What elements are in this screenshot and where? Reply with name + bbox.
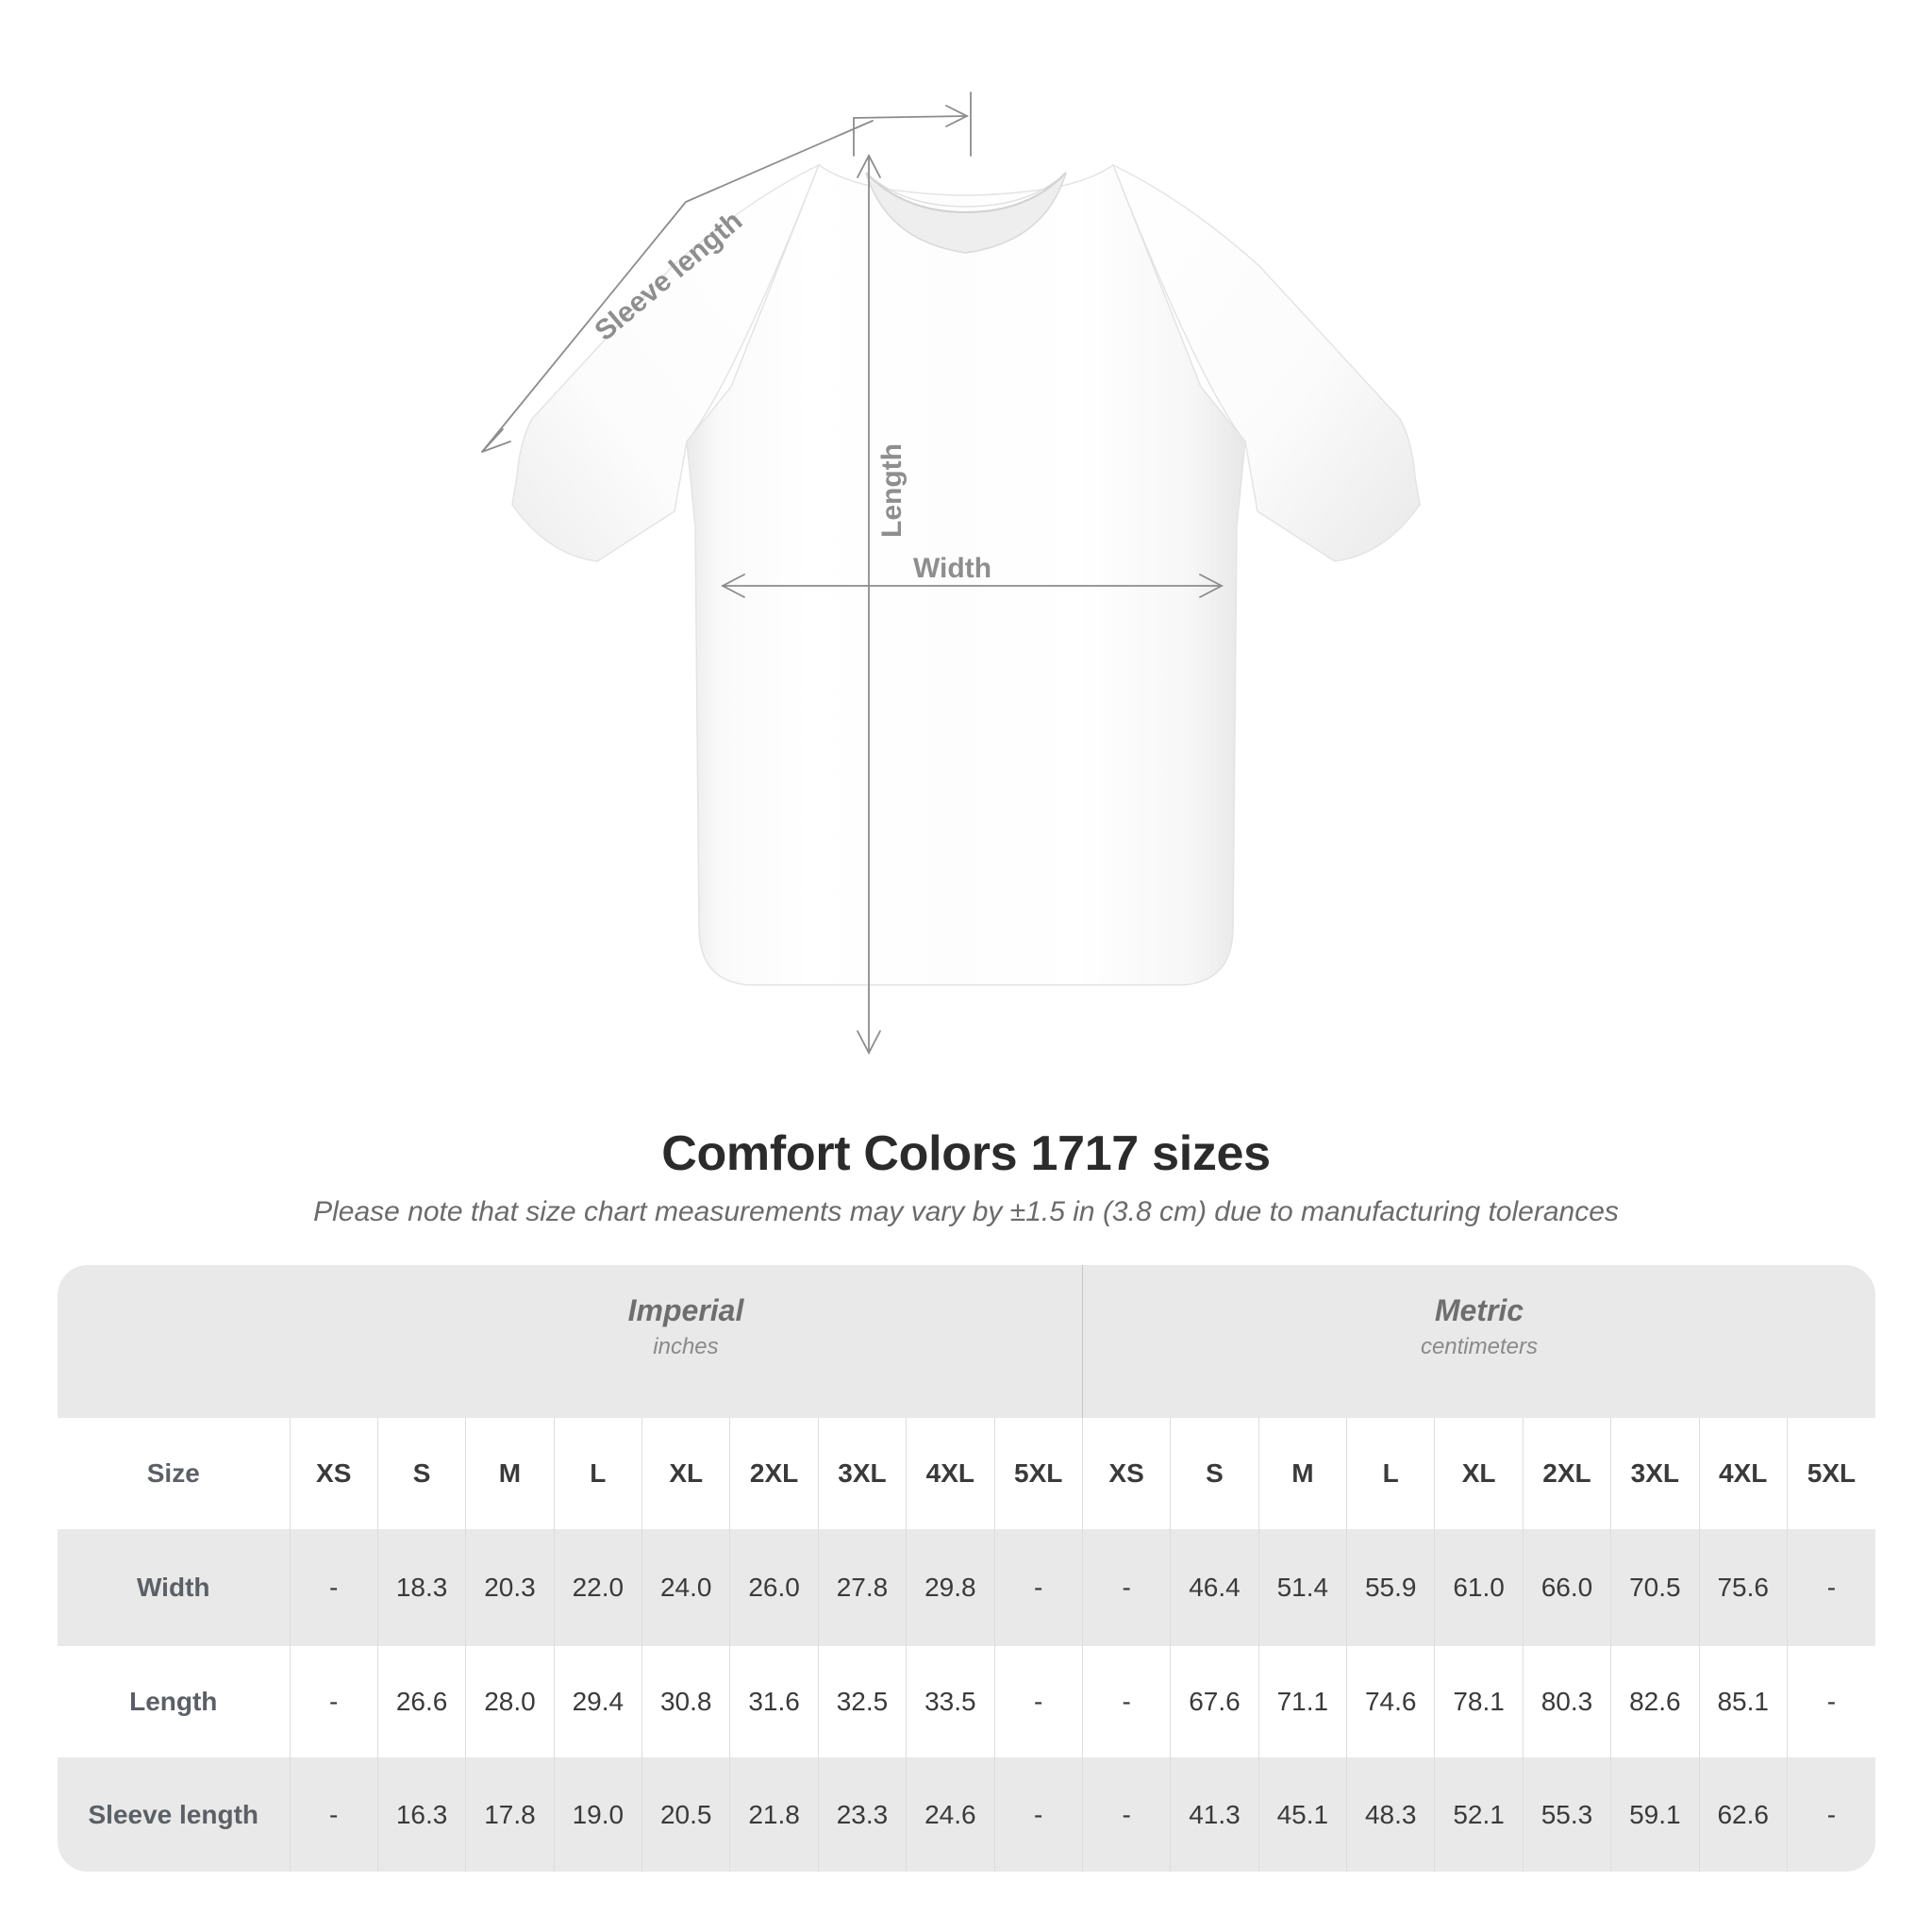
svg-text:Width: Width <box>913 553 991 584</box>
svg-text:Length: Length <box>876 443 908 538</box>
